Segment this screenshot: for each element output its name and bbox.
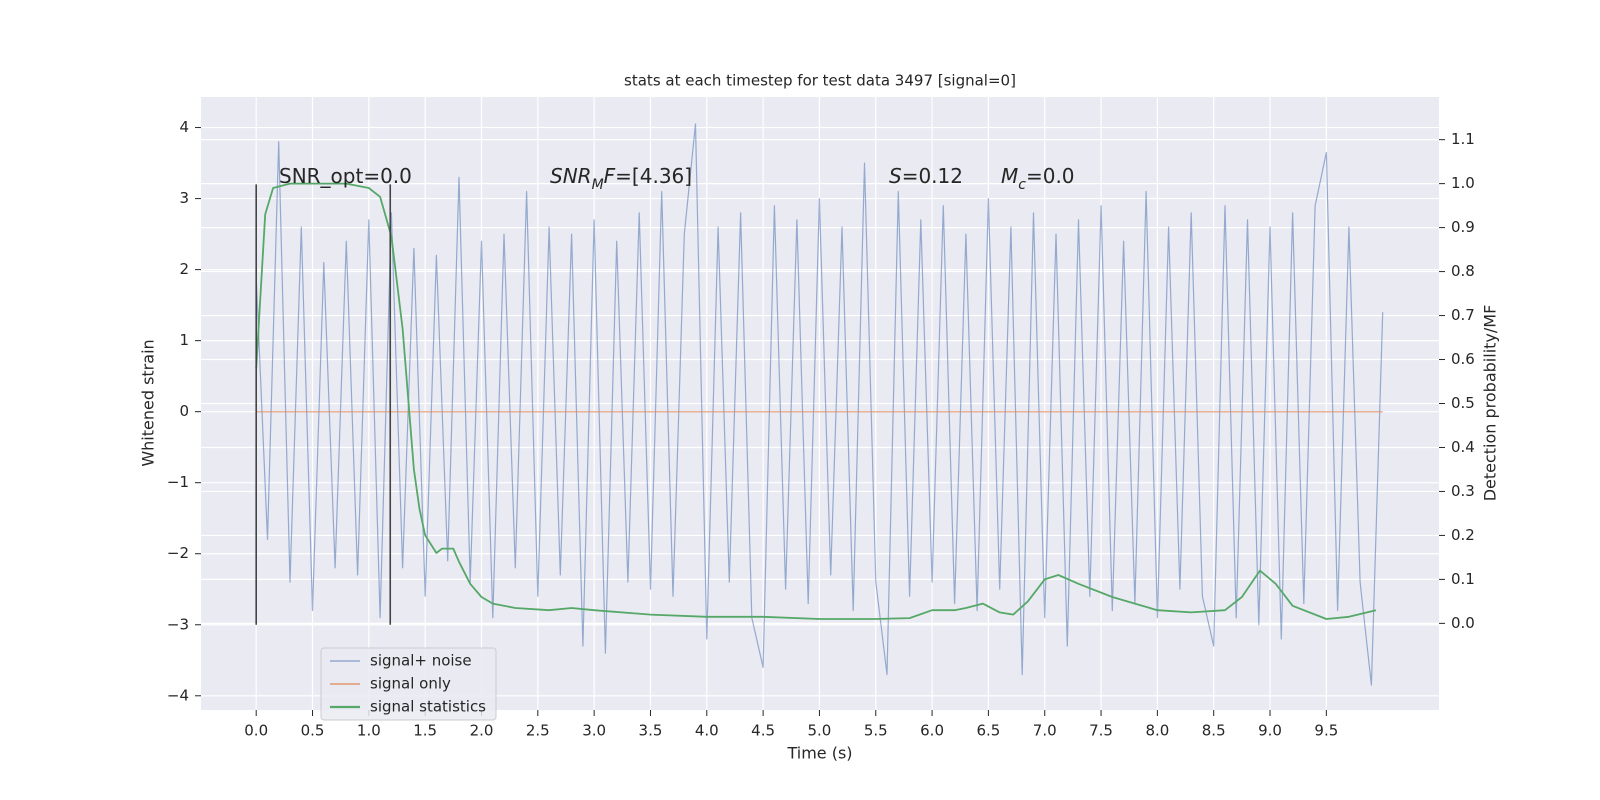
x-axis-label: Time (s) xyxy=(786,744,852,763)
y-tick-label: 3 xyxy=(179,189,189,207)
x-tick-label: 0.5 xyxy=(301,722,325,740)
x-tick-label: 5.5 xyxy=(864,722,888,740)
y-tick-label: 0 xyxy=(179,402,189,420)
x-tick-label: 5.0 xyxy=(808,722,832,740)
y2-tick-label: 1.0 xyxy=(1451,174,1475,192)
y-tick-label: −1 xyxy=(167,473,189,491)
legend-label: signal statistics xyxy=(370,698,486,716)
y-tick-label: 1 xyxy=(179,331,189,349)
y2-tick-label: 0.2 xyxy=(1451,526,1475,544)
x-tick-label: 6.0 xyxy=(920,722,944,740)
x-tick-label: 9.5 xyxy=(1314,722,1338,740)
annotation-part: S xyxy=(889,164,902,188)
series-line xyxy=(255,182,1377,620)
y2-tick-label: 0.9 xyxy=(1451,218,1475,236)
y2-tick-label: 0.3 xyxy=(1451,482,1475,500)
series-line xyxy=(255,123,1384,686)
legend: signal+ noise signal only signal statistic… xyxy=(320,647,497,721)
annotation: SNRMF=[4.36] xyxy=(550,164,692,194)
y-axis-label: Whitened strain xyxy=(139,339,158,466)
legend-label: signal only xyxy=(370,675,451,693)
legend-box xyxy=(320,647,497,721)
y2-tick-label: 0.7 xyxy=(1451,306,1475,324)
x-tick-label: 3.5 xyxy=(639,722,663,740)
x-tick-label: 2.0 xyxy=(470,722,494,740)
annotation-part: =0.0 xyxy=(1026,164,1075,188)
annotation-part: SNR xyxy=(550,164,592,188)
x-tick-label: 9.0 xyxy=(1258,722,1282,740)
annotation-part: M xyxy=(592,177,604,193)
x-tick-label: 4.5 xyxy=(751,722,775,740)
x-tick-label: 1.5 xyxy=(413,722,437,740)
y2-tick-label: 0.4 xyxy=(1451,438,1475,456)
y-tick-label: 4 xyxy=(179,118,189,136)
legend-label: signal+ noise xyxy=(370,652,472,670)
x-tick-label: 6.5 xyxy=(976,722,1000,740)
x-tick-label: 7.0 xyxy=(1033,722,1057,740)
y2-tick-label: 0.0 xyxy=(1451,614,1475,632)
y-tick-label: −3 xyxy=(167,615,189,633)
y2-tick-label: 0.1 xyxy=(1451,570,1475,588)
annotation-part: F xyxy=(604,164,616,188)
y-tick-label: 2 xyxy=(179,260,189,278)
y-tick-label: −2 xyxy=(167,544,189,562)
y2-tick-label: 0.5 xyxy=(1451,394,1475,412)
chart-title: stats at each timestep for test data 349… xyxy=(624,72,1016,90)
y2-axis-label: Detection probability/MF xyxy=(1481,305,1500,502)
annotation: Mc=0.0 xyxy=(1001,164,1075,194)
annotation-part: =[4.36] xyxy=(615,164,692,188)
y2-tick-label: 0.6 xyxy=(1451,350,1475,368)
grid xyxy=(201,97,1439,710)
x-tick-label: 8.5 xyxy=(1202,722,1226,740)
annotation-part: M xyxy=(1001,164,1018,188)
x-tick-label: 0.0 xyxy=(244,722,268,740)
x-tick-label: 1.0 xyxy=(357,722,381,740)
x-tick-label: 2.5 xyxy=(526,722,550,740)
annotation: S=0.12 xyxy=(889,164,963,188)
annotation-part: =0.12 xyxy=(902,164,963,188)
y2-tick-label: 0.8 xyxy=(1451,262,1475,280)
annotation: SNR_opt=0.0 xyxy=(279,164,412,188)
x-tick-label: 4.0 xyxy=(695,722,719,740)
annotation-part: SNR_opt=0.0 xyxy=(279,164,412,188)
annotation-part: c xyxy=(1018,177,1026,193)
y2-tick-label: 1.1 xyxy=(1451,130,1475,148)
y-tick-label: −4 xyxy=(167,686,189,704)
x-tick-label: 3.0 xyxy=(582,722,606,740)
x-tick-label: 7.5 xyxy=(1089,722,1113,740)
x-tick-label: 8.0 xyxy=(1145,722,1169,740)
